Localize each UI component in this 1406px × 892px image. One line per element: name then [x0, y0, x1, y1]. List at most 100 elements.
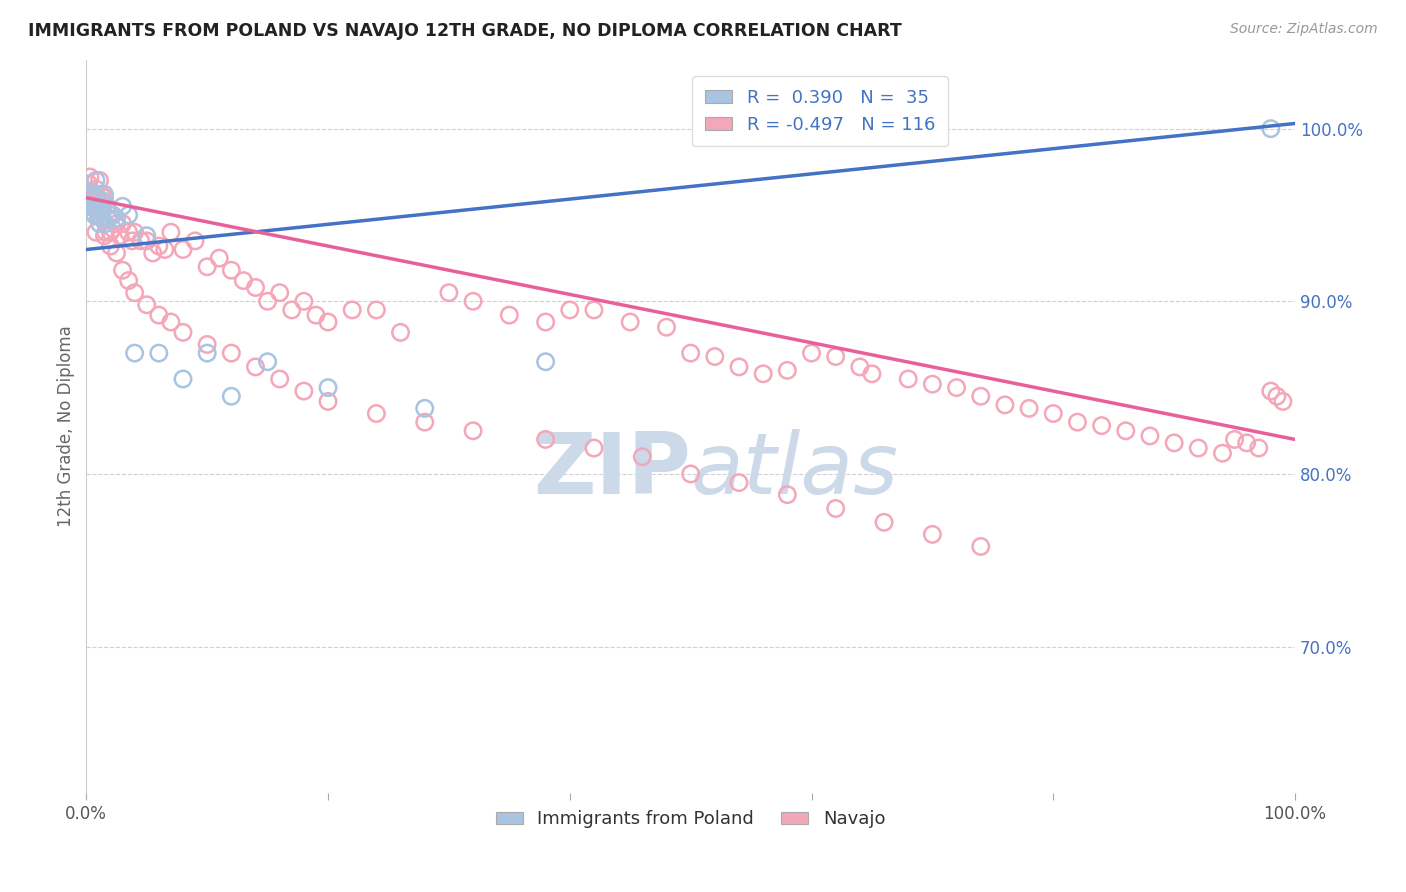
Point — [1236, 435, 1258, 450]
Point — [135, 234, 157, 248]
Point — [100, 225, 122, 239]
Point — [945, 381, 967, 395]
Point — [91, 199, 114, 213]
Point — [135, 228, 157, 243]
Point — [1211, 446, 1233, 460]
Text: ZIP: ZIP — [533, 429, 690, 512]
Point — [849, 359, 872, 374]
Point — [195, 337, 218, 351]
Point — [77, 191, 100, 205]
Point — [148, 346, 170, 360]
Point — [800, 346, 823, 360]
Point — [148, 308, 170, 322]
Text: Source: ZipAtlas.com: Source: ZipAtlas.com — [1230, 22, 1378, 37]
Point — [1271, 394, 1294, 409]
Point — [91, 211, 114, 226]
Point — [269, 285, 291, 300]
Point — [437, 285, 460, 300]
Point — [142, 246, 165, 260]
Point — [256, 355, 278, 369]
Point — [117, 274, 139, 288]
Point — [1223, 433, 1246, 447]
Point — [100, 208, 122, 222]
Point — [776, 363, 799, 377]
Point — [160, 315, 183, 329]
Point — [316, 381, 339, 395]
Point — [90, 204, 112, 219]
Point — [1187, 441, 1209, 455]
Point — [105, 211, 128, 226]
Point — [89, 217, 111, 231]
Point — [90, 199, 112, 213]
Point — [221, 346, 243, 360]
Point — [97, 211, 120, 226]
Point — [1091, 418, 1114, 433]
Point — [316, 315, 339, 329]
Point — [366, 407, 388, 421]
Point — [970, 389, 993, 403]
Point — [153, 243, 176, 257]
Point — [117, 225, 139, 239]
Point — [117, 208, 139, 222]
Point — [172, 372, 194, 386]
Y-axis label: 12th Grade, No Diploma: 12th Grade, No Diploma — [58, 326, 75, 527]
Point — [1265, 389, 1288, 403]
Point — [94, 217, 117, 231]
Point — [184, 234, 207, 248]
Point — [534, 433, 557, 447]
Point — [84, 182, 107, 196]
Point — [728, 475, 751, 490]
Point — [82, 194, 104, 209]
Point — [256, 294, 278, 309]
Point — [461, 294, 484, 309]
Point — [79, 199, 101, 213]
Point — [873, 516, 896, 530]
Point — [245, 280, 267, 294]
Point — [101, 221, 124, 235]
Point — [897, 372, 920, 386]
Point — [534, 355, 557, 369]
Text: IMMIGRANTS FROM POLAND VS NAVAJO 12TH GRADE, NO DIPLOMA CORRELATION CHART: IMMIGRANTS FROM POLAND VS NAVAJO 12TH GR… — [28, 22, 901, 40]
Point — [129, 234, 152, 248]
Point — [703, 350, 725, 364]
Point — [91, 194, 114, 209]
Text: atlas: atlas — [690, 429, 898, 512]
Point — [195, 346, 218, 360]
Point — [160, 225, 183, 239]
Point — [994, 398, 1017, 412]
Point — [1260, 121, 1282, 136]
Point — [582, 441, 605, 455]
Point — [970, 540, 993, 554]
Point — [1260, 384, 1282, 398]
Point — [413, 415, 436, 429]
Point — [292, 294, 315, 309]
Point — [82, 191, 104, 205]
Point — [105, 217, 128, 231]
Point — [148, 239, 170, 253]
Point — [94, 225, 117, 239]
Point — [824, 501, 846, 516]
Point — [776, 488, 799, 502]
Point — [80, 194, 103, 209]
Point — [79, 169, 101, 184]
Point — [860, 367, 883, 381]
Point — [582, 302, 605, 317]
Point — [655, 320, 678, 334]
Point — [84, 225, 107, 239]
Point — [534, 315, 557, 329]
Point — [232, 274, 254, 288]
Point — [111, 199, 134, 213]
Point — [84, 199, 107, 213]
Point — [1042, 407, 1064, 421]
Point — [93, 187, 115, 202]
Point — [413, 401, 436, 416]
Point — [679, 467, 702, 481]
Point — [124, 346, 146, 360]
Point — [558, 302, 581, 317]
Point — [135, 298, 157, 312]
Point — [80, 204, 103, 219]
Point — [1018, 401, 1040, 416]
Point — [82, 187, 104, 202]
Point — [105, 246, 128, 260]
Point — [728, 359, 751, 374]
